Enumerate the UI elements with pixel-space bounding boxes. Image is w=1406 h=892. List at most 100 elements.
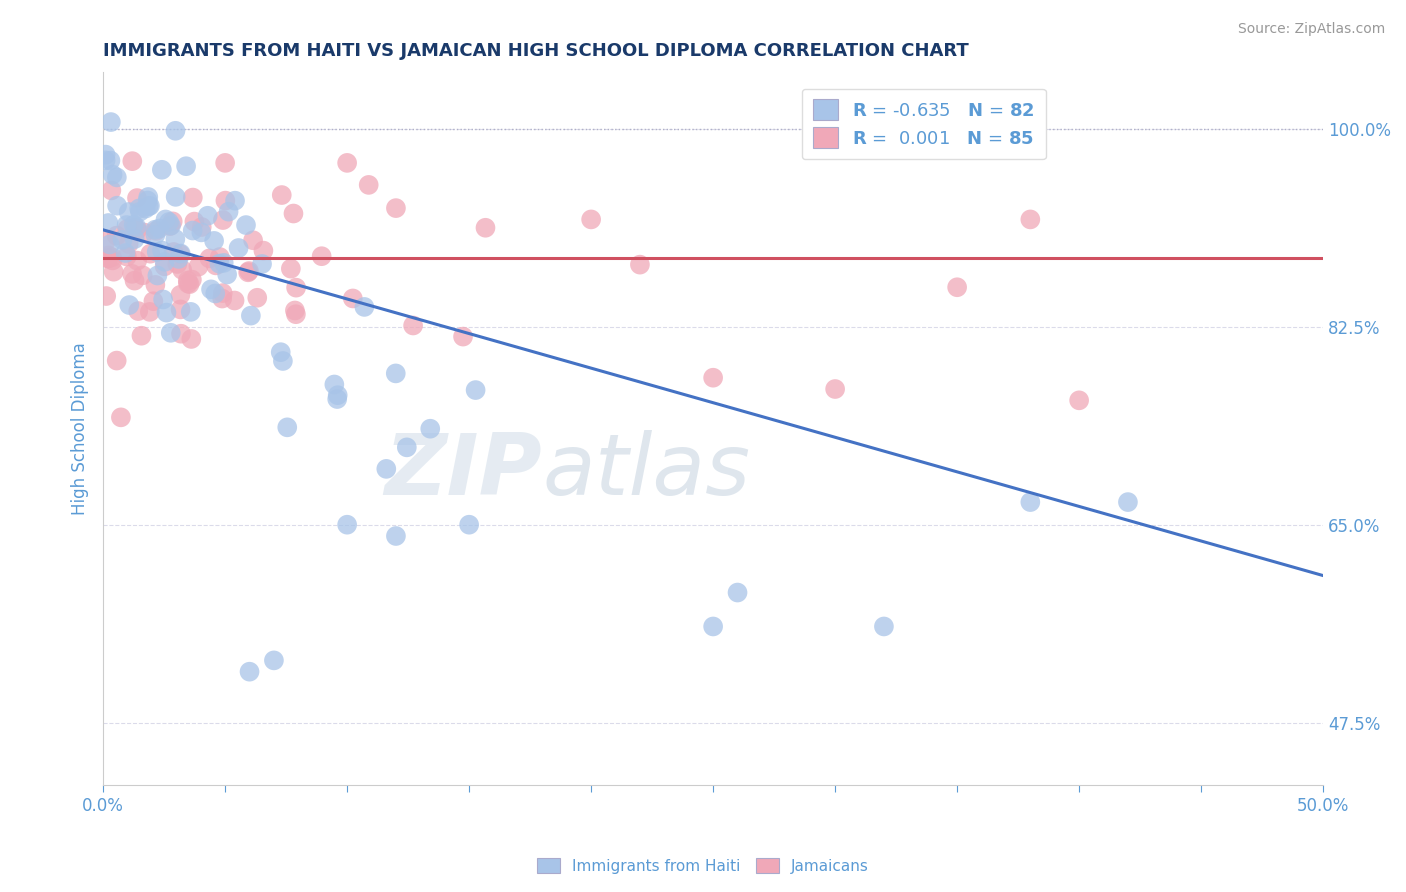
Point [166, 257, 188, 271]
Point [136, 190, 159, 204]
Point [208, 257, 231, 271]
Point [165, 190, 187, 204]
Point [218, 204, 240, 219]
Point [101, 250, 124, 264]
Point [162, 214, 184, 228]
Point [197, 209, 219, 223]
Point [202, 234, 225, 248]
Point [125, 223, 148, 237]
Point [105, 353, 128, 368]
Point [146, 268, 169, 283]
Point [238, 665, 260, 679]
Point [1116, 495, 1139, 509]
Point [946, 280, 969, 294]
Text: atlas: atlas [543, 430, 751, 513]
Point [579, 212, 602, 227]
Point [187, 260, 209, 274]
Point [1019, 495, 1042, 509]
Point [181, 223, 204, 237]
Point [145, 244, 167, 259]
Point [326, 388, 349, 402]
Point [118, 298, 141, 312]
Point [134, 226, 156, 240]
Point [96, 233, 118, 247]
Point [357, 178, 380, 192]
Point [136, 194, 159, 208]
Point [375, 462, 398, 476]
Point [162, 244, 184, 259]
Point [121, 267, 143, 281]
Point [125, 191, 148, 205]
Point [385, 201, 408, 215]
Point [155, 305, 177, 319]
Point [235, 218, 257, 232]
Point [384, 367, 406, 381]
Point [271, 354, 294, 368]
Point [115, 218, 138, 232]
Point [165, 124, 187, 138]
Point [101, 168, 124, 182]
Point [114, 246, 136, 260]
Point [96, 289, 118, 303]
Point [323, 377, 346, 392]
Point [118, 205, 141, 219]
Point [153, 260, 176, 274]
Point [139, 199, 162, 213]
Point [353, 300, 375, 314]
Point [311, 249, 333, 263]
Point [239, 309, 262, 323]
Point [283, 206, 305, 220]
Point [159, 219, 181, 233]
Point [142, 294, 165, 309]
Point [124, 232, 146, 246]
Text: ZIP: ZIP [385, 430, 543, 513]
Point [124, 274, 146, 288]
Point [212, 213, 235, 227]
Point [129, 204, 152, 219]
Point [727, 585, 749, 599]
Point [224, 194, 246, 208]
Point [198, 252, 221, 266]
Point [121, 154, 143, 169]
Point [385, 529, 408, 543]
Point [131, 268, 153, 283]
Point [97, 216, 120, 230]
Point [474, 220, 496, 235]
Point [326, 392, 349, 406]
Point [181, 190, 204, 204]
Legend: $\mathbf{R}$ = $\mathbf{\text{-0.635}}$   $\mathbf{N}$ = $\mathbf{82}$, $\mathbf: $\mathbf{R}$ = $\mathbf{\text{-0.635}}$ … [801, 88, 1046, 159]
Point [464, 383, 486, 397]
Point [150, 244, 173, 258]
Point [157, 215, 180, 229]
Point [145, 277, 167, 292]
Point [117, 222, 139, 236]
Point [190, 219, 212, 234]
Point [342, 292, 364, 306]
Point [200, 282, 222, 296]
Point [169, 247, 191, 261]
Point [172, 262, 194, 277]
Point [336, 156, 359, 170]
Point [145, 227, 167, 242]
Point [177, 274, 200, 288]
Point [336, 517, 359, 532]
Point [97, 252, 120, 266]
Point [139, 246, 162, 260]
Point [155, 212, 177, 227]
Text: Source: ZipAtlas.com: Source: ZipAtlas.com [1237, 22, 1385, 37]
Point [402, 318, 425, 333]
Point [110, 410, 132, 425]
Point [127, 253, 149, 268]
Y-axis label: High School Diploma: High School Diploma [72, 343, 89, 515]
Point [180, 272, 202, 286]
Point [208, 250, 231, 264]
Point [284, 303, 307, 318]
Point [159, 326, 181, 340]
Point [169, 302, 191, 317]
Point [98, 237, 121, 252]
Point [217, 268, 239, 282]
Point [128, 202, 150, 216]
Point [228, 241, 250, 255]
Point [284, 307, 307, 321]
Point [628, 258, 651, 272]
